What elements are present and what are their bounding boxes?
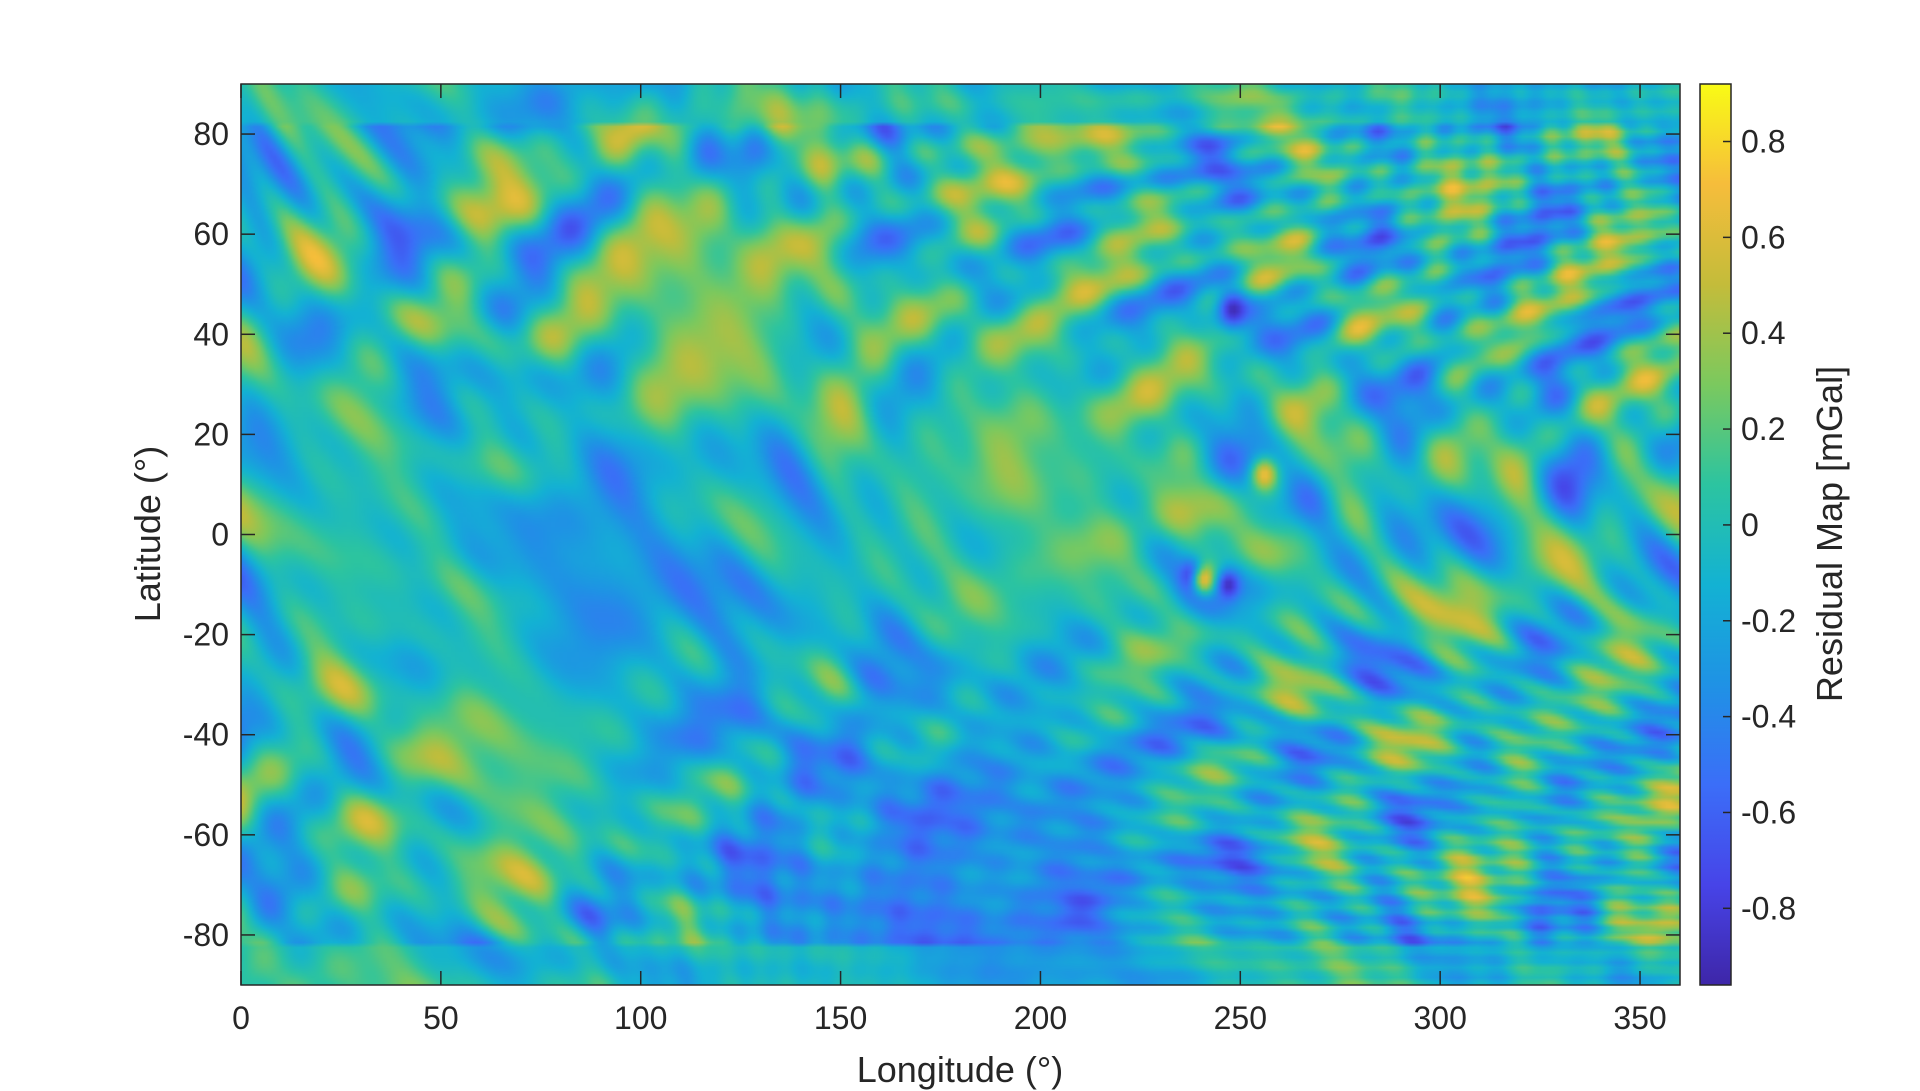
colorbar-tick-label: -0.6 xyxy=(1741,794,1796,830)
x-tick-label: 150 xyxy=(814,1000,867,1036)
y-tick-label: 20 xyxy=(193,416,229,452)
x-axis-label: Longitude (°) xyxy=(857,1049,1064,1090)
x-tick-label: 200 xyxy=(1014,1000,1067,1036)
y-tick-label: -80 xyxy=(183,917,229,953)
x-axis: 0 50 100 150 200 250 300 350 xyxy=(232,84,1667,1036)
y-axis-label: Latitude (°) xyxy=(127,446,168,622)
y-tick-label: -60 xyxy=(183,817,229,853)
colorbar-tick-label: -0.4 xyxy=(1741,699,1796,735)
x-tick-label: 100 xyxy=(614,1000,667,1036)
colorbar-tick-label: -0.2 xyxy=(1741,603,1796,639)
colorbar-tick-label: -0.8 xyxy=(1741,890,1796,926)
x-tick-label: 350 xyxy=(1613,1000,1666,1036)
y-tick-label: 0 xyxy=(211,517,229,553)
y-tick-label: 60 xyxy=(193,216,229,252)
y-tick-label: -20 xyxy=(183,617,229,653)
heatmap-plot xyxy=(240,83,1681,986)
colorbar-label: Residual Map [mGal] xyxy=(1809,366,1850,702)
colorbar-gradient xyxy=(1699,83,1732,986)
y-tick-label: 40 xyxy=(193,316,229,352)
heatmap-image xyxy=(241,84,1680,985)
x-tick-label: 300 xyxy=(1413,1000,1466,1036)
colorbar: -0.8 -0.6 -0.4 -0.2 0 0.2 0.4 0.6 0.8 Residual M… xyxy=(1699,83,1850,986)
colorbar-ticks: -0.8 -0.6 -0.4 -0.2 0 0.2 0.4 0.6 0.8 xyxy=(1723,124,1796,926)
x-tick-label: 50 xyxy=(423,1000,459,1036)
y-tick-label: 80 xyxy=(193,116,229,152)
colorbar-tick-label: 0.2 xyxy=(1741,411,1785,447)
colorbar-tick-label: 0.4 xyxy=(1741,315,1785,351)
colorbar-tick-label: 0 xyxy=(1741,507,1759,543)
colorbar-tick-label: 0.8 xyxy=(1741,124,1785,160)
y-tick-label: -40 xyxy=(183,717,229,753)
x-tick-label: 0 xyxy=(232,1000,250,1036)
colorbar-tick-label: 0.6 xyxy=(1741,219,1785,255)
x-tick-label: 250 xyxy=(1214,1000,1267,1036)
y-axis: -80 -60 -40 -20 0 20 40 60 80 xyxy=(183,116,1680,953)
